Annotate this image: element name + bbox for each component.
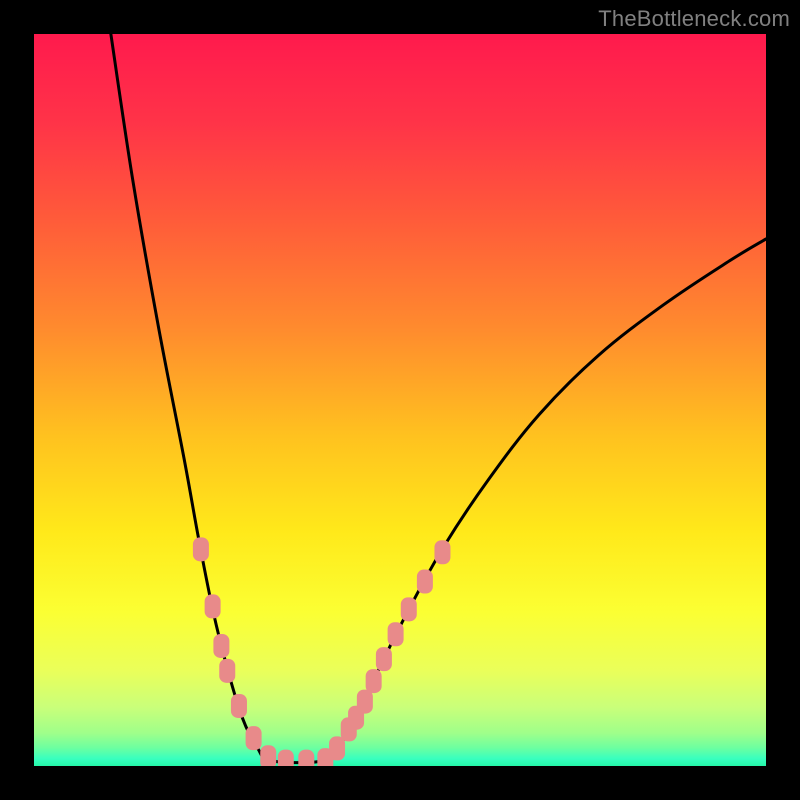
marker-right: [357, 690, 373, 714]
marker-right: [329, 736, 345, 760]
marker-left: [219, 659, 235, 683]
plot-area: [34, 34, 766, 766]
marker-bottom: [278, 750, 294, 766]
marker-left: [246, 726, 262, 750]
marker-left: [260, 745, 276, 766]
marker-right: [434, 540, 450, 564]
gradient-background: [34, 34, 766, 766]
marker-right: [376, 647, 392, 671]
marker-right: [417, 570, 433, 594]
marker-bottom: [298, 750, 314, 766]
marker-left: [231, 694, 247, 718]
marker-left: [205, 594, 221, 618]
marker-left: [193, 537, 209, 561]
plot-svg: [34, 34, 766, 766]
watermark-text: TheBottleneck.com: [598, 6, 790, 32]
marker-right: [401, 597, 417, 621]
marker-right: [388, 622, 404, 646]
marker-left: [213, 634, 229, 658]
marker-right: [366, 669, 382, 693]
